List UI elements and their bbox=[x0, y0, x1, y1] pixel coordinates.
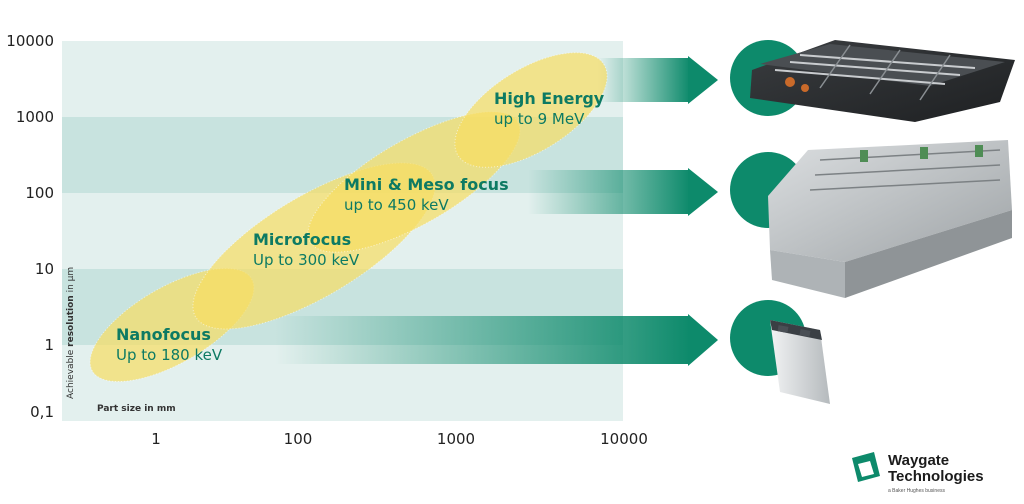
x-tick-label: 1 bbox=[151, 430, 161, 448]
region-energy: up to 9 MeV bbox=[494, 110, 585, 128]
x-tick-label: 10000 bbox=[600, 430, 648, 448]
y-tick-label: 10000 bbox=[6, 32, 54, 50]
brand-tagline: a Baker Hughes business bbox=[888, 488, 945, 494]
region-name: Nanofocus bbox=[116, 325, 211, 344]
battery-pack-image bbox=[730, 40, 1015, 122]
region-label-microfocus: Microfocus Up to 300 keV bbox=[253, 230, 359, 270]
brand-name-line1: Waygate bbox=[888, 452, 950, 469]
region-name: Mini & Meso focus bbox=[344, 175, 509, 194]
region-energy: up to 450 keV bbox=[344, 196, 449, 214]
region-name: High Energy bbox=[494, 89, 605, 108]
y-axis-label: Achievable resolution in μm bbox=[66, 266, 76, 399]
region-label-meso-focus: Mini & Meso focus up to 450 keV bbox=[344, 175, 509, 215]
high-energy-ellipse bbox=[454, 52, 608, 168]
y-tick-label: 0,1 bbox=[30, 403, 54, 421]
x-axis-label: Part size in mm bbox=[97, 404, 176, 414]
region-name: Microfocus bbox=[253, 230, 352, 249]
arrow-meso-focus bbox=[528, 168, 718, 216]
region-label-high-energy: High Energy up to 9 MeV bbox=[494, 89, 604, 129]
region-label-nanofocus: Nanofocus Up to 180 keV bbox=[116, 325, 222, 365]
x-tick-label: 1000 bbox=[436, 430, 476, 448]
battery-module-image bbox=[730, 140, 1012, 298]
arrow-high-energy bbox=[598, 56, 718, 104]
x-tick-label: 100 bbox=[283, 430, 313, 448]
arrow-nanofocus bbox=[275, 314, 718, 366]
region-energy: Up to 300 keV bbox=[253, 251, 360, 269]
brand-logo: Waygate Technologies a Baker Hughes busi… bbox=[850, 452, 1020, 500]
waygate-logo-icon bbox=[852, 452, 880, 482]
battery-cell-image bbox=[730, 300, 830, 404]
y-tick-label: 1 bbox=[44, 336, 54, 354]
region-energy: Up to 180 keV bbox=[116, 346, 223, 364]
y-tick-label: 1000 bbox=[15, 108, 54, 126]
y-tick-label: 10 bbox=[34, 260, 54, 278]
y-tick-label: 100 bbox=[25, 184, 54, 202]
brand-name-line2: Technologies bbox=[888, 468, 984, 485]
